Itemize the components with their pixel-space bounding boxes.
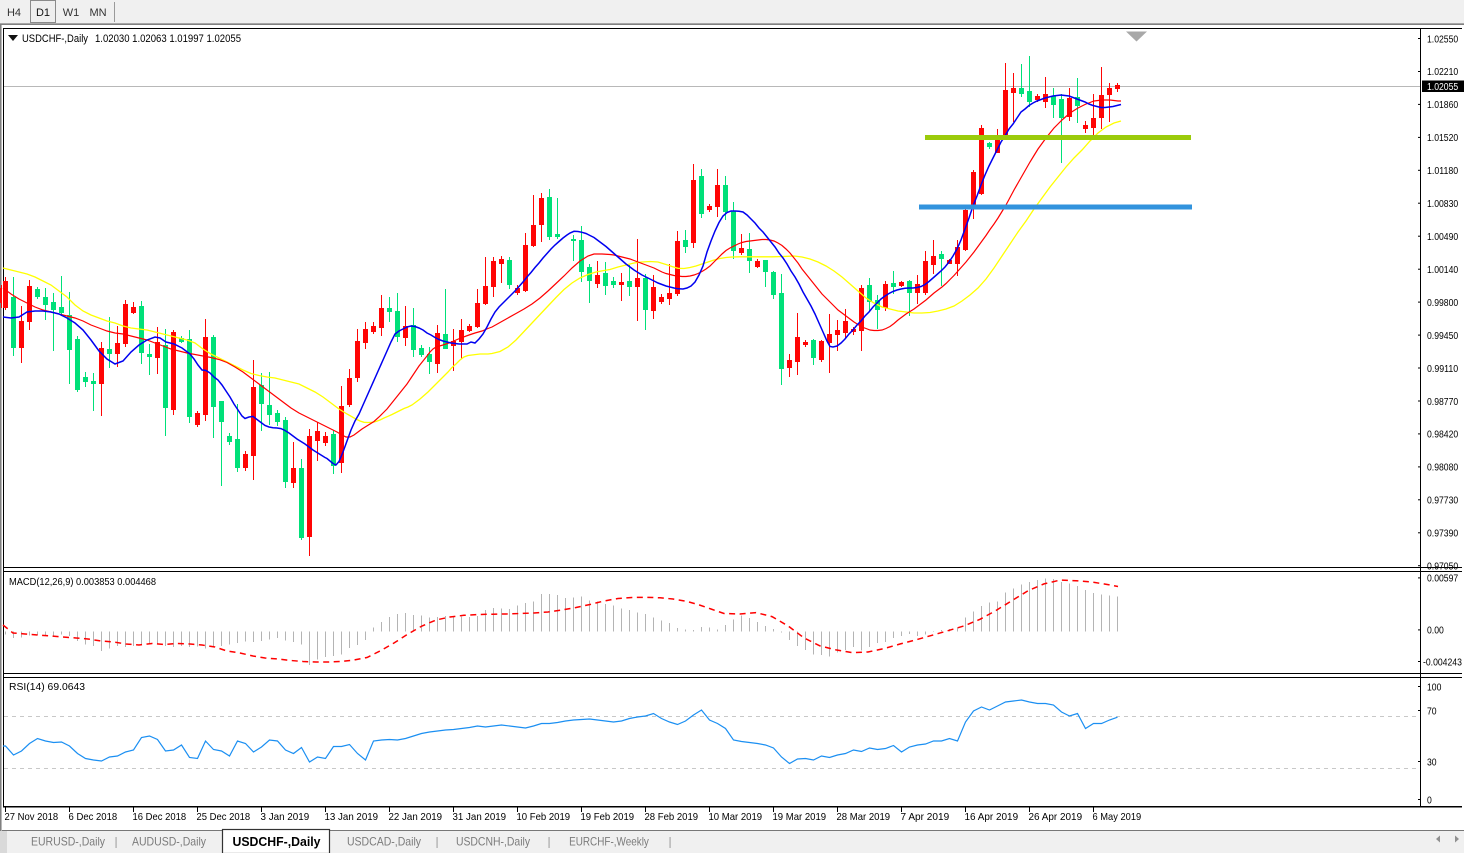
svg-text:0: 0 [1427, 795, 1432, 806]
svg-text:0.98420: 0.98420 [1427, 430, 1459, 441]
svg-text:W1: W1 [63, 7, 80, 19]
svg-text:0.00597: 0.00597 [1427, 574, 1459, 585]
svg-text:MN: MN [89, 7, 106, 19]
svg-text:1.01180: 1.01180 [1427, 166, 1459, 177]
svg-text:30: 30 [1427, 757, 1437, 768]
svg-text:22 Jan 2019: 22 Jan 2019 [389, 811, 443, 823]
svg-text:0.97390: 0.97390 [1427, 529, 1459, 540]
svg-text:28 Mar 2019: 28 Mar 2019 [837, 811, 891, 823]
svg-text:10 Mar 2019: 10 Mar 2019 [709, 811, 763, 823]
svg-text:3 Jan 2019: 3 Jan 2019 [261, 811, 310, 823]
svg-text:USDCAD-,Daily: USDCAD-,Daily [347, 835, 421, 849]
svg-text:-0.004243: -0.004243 [1423, 657, 1462, 668]
svg-text:0.98080: 0.98080 [1427, 463, 1459, 474]
svg-text:25 Dec 2018: 25 Dec 2018 [197, 811, 251, 823]
svg-text:27 Nov 2018: 27 Nov 2018 [5, 811, 59, 823]
svg-text:10 Feb 2019: 10 Feb 2019 [517, 811, 571, 823]
svg-text:MACD(12,26,9) 0.003853 0.00446: MACD(12,26,9) 0.003853 0.004468 [9, 576, 156, 588]
svg-text:1.02055: 1.02055 [1427, 82, 1459, 93]
svg-text:16 Dec 2018: 16 Dec 2018 [133, 811, 187, 823]
svg-text:0.99800: 0.99800 [1427, 298, 1459, 309]
svg-text:USDCHF-,Daily: USDCHF-,Daily [22, 33, 88, 45]
svg-text:USDCHF-,Daily: USDCHF-,Daily [233, 835, 321, 849]
svg-text:19 Feb 2019: 19 Feb 2019 [581, 811, 635, 823]
svg-text:1.00830: 1.00830 [1427, 199, 1459, 210]
svg-text:0.99110: 0.99110 [1427, 364, 1459, 375]
svg-text:19 Mar 2019: 19 Mar 2019 [773, 811, 827, 823]
svg-text:0.98770: 0.98770 [1427, 397, 1459, 408]
svg-text:USDCNH-,Daily: USDCNH-,Daily [456, 835, 530, 849]
svg-text:1.02030 1.02063 1.01997 1.0205: 1.02030 1.02063 1.01997 1.02055 [95, 33, 241, 45]
svg-text:26 Apr 2019: 26 Apr 2019 [1029, 811, 1083, 823]
svg-text:7 Apr 2019: 7 Apr 2019 [901, 811, 950, 823]
svg-text:EURCHF-,Weekly: EURCHF-,Weekly [569, 835, 649, 849]
svg-text:0.99450: 0.99450 [1427, 331, 1459, 342]
svg-text:D1: D1 [36, 7, 50, 19]
svg-text:31 Jan 2019: 31 Jan 2019 [453, 811, 507, 823]
svg-text:EURUSD-,Daily: EURUSD-,Daily [31, 835, 105, 849]
svg-text:13 Jan 2019: 13 Jan 2019 [325, 811, 379, 823]
svg-text:0.00: 0.00 [1427, 626, 1444, 637]
svg-text:100: 100 [1427, 682, 1442, 693]
svg-text:|: | [668, 835, 671, 849]
svg-text:6 May 2019: 6 May 2019 [1093, 811, 1142, 823]
svg-text:0.97730: 0.97730 [1427, 496, 1459, 507]
svg-text:28 Feb 2019: 28 Feb 2019 [645, 811, 699, 823]
svg-text:|: | [547, 835, 550, 849]
svg-text:1.00140: 1.00140 [1427, 265, 1459, 276]
svg-text:1.01860: 1.01860 [1427, 100, 1459, 111]
svg-text:6 Dec 2018: 6 Dec 2018 [69, 811, 118, 823]
svg-text:70: 70 [1427, 706, 1437, 717]
svg-text:1.00490: 1.00490 [1427, 232, 1459, 243]
svg-text:0.97050: 0.97050 [1427, 562, 1459, 573]
svg-text:|: | [435, 835, 438, 849]
svg-text:AUDUSD-,Daily: AUDUSD-,Daily [132, 835, 206, 849]
svg-text:16 Apr 2019: 16 Apr 2019 [965, 811, 1019, 823]
svg-text:1.02550: 1.02550 [1427, 34, 1459, 45]
svg-text:RSI(14) 69.0643: RSI(14) 69.0643 [9, 681, 85, 693]
svg-text:H4: H4 [7, 7, 21, 19]
svg-text:1.02210: 1.02210 [1427, 67, 1459, 78]
svg-text:|: | [114, 835, 117, 849]
svg-text:1.01520: 1.01520 [1427, 133, 1459, 144]
